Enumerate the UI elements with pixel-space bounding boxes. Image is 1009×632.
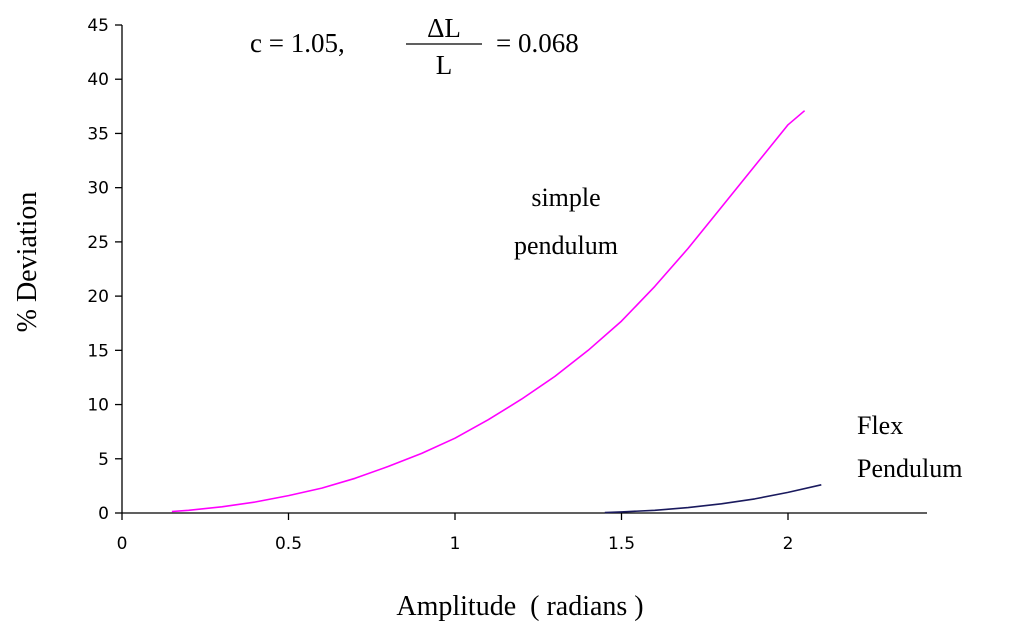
simple-pendulum-label-line2: pendulum	[514, 231, 618, 260]
y-tick-label: 30	[87, 179, 109, 199]
parameter-annotation: c = 1.05, ΔL L = 0.068	[250, 13, 579, 80]
flex-pendulum-label-line2: Pendulum	[857, 454, 962, 483]
ticks: 0 5 10 15 20 25 30 35 40 45 0 0.5 1 1.5 2	[87, 16, 793, 554]
x-axis-title: Amplitude ( radians )	[396, 591, 643, 622]
y-tick-label: 35	[87, 124, 109, 144]
series-lines	[171, 110, 822, 514]
x-tick-label: 0.5	[275, 534, 302, 554]
x-tick-label: 1.5	[608, 534, 635, 554]
fraction-numerator: ΔL	[427, 13, 461, 43]
y-tick-label: 10	[87, 396, 109, 416]
y-tick-label: 40	[87, 70, 109, 90]
x-tick-label: 0	[117, 534, 128, 554]
y-tick-label: 0	[98, 504, 109, 524]
fraction-denominator: L	[436, 50, 453, 80]
axes	[121, 25, 927, 514]
x-tick-label: 1	[450, 534, 461, 554]
x-tick-label: 2	[783, 534, 794, 554]
y-tick-label: 20	[87, 287, 109, 307]
simple-pendulum-line	[171, 110, 806, 513]
c-value-text: c = 1.05,	[250, 28, 345, 58]
equals-value-text: = 0.068	[496, 28, 579, 58]
y-tick-label: 15	[87, 341, 109, 361]
y-tick-label: 45	[87, 16, 109, 36]
y-tick-label: 5	[98, 450, 109, 470]
flex-pendulum-line	[604, 484, 822, 514]
y-axis-title: % Deviation	[12, 192, 43, 333]
simple-pendulum-label-line1: simple	[531, 183, 600, 212]
flex-pendulum-label-line1: Flex	[857, 411, 903, 440]
y-tick-label: 25	[87, 233, 109, 253]
